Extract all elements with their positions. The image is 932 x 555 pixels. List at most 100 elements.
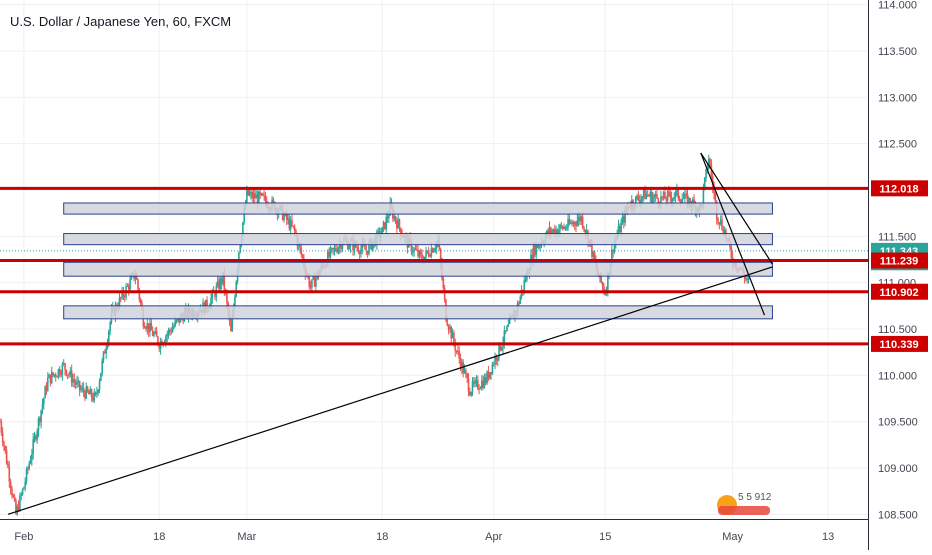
candle-body (435, 242, 438, 249)
candle-body (681, 199, 683, 203)
candle-body (668, 191, 670, 193)
x-tick-label: 15 (599, 531, 611, 543)
candle-body (27, 468, 29, 470)
candle-body (8, 467, 11, 482)
candle-body (661, 196, 664, 199)
candle-body (211, 290, 214, 299)
candle-body (640, 198, 642, 203)
candle-body (709, 159, 711, 165)
candle-body (657, 198, 660, 204)
price-label: 112.018 (879, 183, 918, 195)
candle-body (255, 194, 257, 199)
candle-body (226, 293, 228, 304)
candle-body (688, 198, 690, 206)
candle-body (315, 278, 317, 287)
candle-body (104, 351, 106, 354)
candle-body (665, 199, 668, 201)
candle-body (442, 278, 445, 288)
candle-body (607, 272, 609, 291)
candle-body (411, 251, 414, 253)
candle-body (410, 240, 413, 252)
trendline (700, 152, 773, 265)
logo-watermark: 5 5 912 (717, 492, 772, 515)
y-tick-label: 114.000 (878, 0, 917, 12)
candle-body (689, 198, 691, 205)
candle-body (398, 219, 401, 228)
candle-body (504, 330, 507, 332)
candle-body (559, 224, 561, 231)
candle-body (155, 331, 158, 337)
candle-body (568, 219, 571, 224)
candle-body (135, 275, 138, 280)
price-label-bg (871, 335, 928, 352)
trendline (700, 152, 766, 316)
candle-body (552, 229, 555, 232)
candle-body (368, 243, 370, 255)
candle-body (123, 296, 126, 298)
candle-body (3, 442, 5, 447)
candle-body (138, 289, 141, 300)
candle-body (264, 195, 267, 202)
candle-body (429, 255, 431, 257)
candle-body (454, 343, 457, 351)
candle-body (57, 369, 60, 377)
candle-body (443, 287, 446, 300)
candle-body (583, 226, 585, 230)
candle-body (293, 226, 296, 231)
candle-body (499, 343, 502, 351)
candle-body (0, 421, 1, 423)
candle-body (396, 221, 398, 229)
candle-body (555, 229, 557, 235)
candle-body (593, 251, 596, 261)
candle-body (462, 362, 464, 374)
candle-body (384, 222, 386, 230)
candle-body (74, 382, 77, 385)
candle-body (60, 374, 62, 376)
candle-body (210, 298, 212, 307)
candle-body (327, 251, 329, 266)
candle-body (670, 197, 673, 202)
candle-body (15, 500, 17, 514)
candle-body (498, 343, 500, 358)
candle-body (474, 380, 476, 384)
candle-body (247, 189, 249, 196)
candle-body (366, 250, 369, 255)
candle-body (292, 225, 295, 227)
candle-body (539, 245, 541, 247)
candle-body (32, 439, 34, 455)
candle-body (564, 227, 567, 229)
candle-body (636, 195, 638, 197)
candle-body (439, 249, 442, 264)
candle-body (145, 328, 147, 330)
candle-body (299, 242, 301, 248)
candle-body (85, 386, 88, 399)
candle-body (260, 193, 263, 195)
price-label-bg (871, 283, 928, 300)
candle-body (105, 347, 107, 354)
candle-body (49, 374, 52, 384)
candle-body (381, 227, 384, 235)
candle-body (361, 243, 364, 249)
candle-body (331, 247, 333, 249)
y-tick-label: 111.500 (878, 231, 916, 243)
candle-body (713, 187, 715, 194)
y-tick-label: 113.000 (878, 92, 917, 104)
candle-body (364, 245, 366, 250)
candle-body (153, 333, 155, 336)
candle-body (98, 380, 101, 391)
candle-body (519, 296, 522, 304)
candle-body (96, 392, 98, 395)
candle-body (523, 280, 526, 291)
candle-body (44, 386, 46, 399)
candle-body (569, 222, 572, 224)
candle-body (333, 247, 336, 250)
candle-body (101, 360, 103, 373)
candle-body (723, 230, 726, 235)
y-tick-label: 109.500 (878, 417, 918, 429)
candle-body (239, 245, 242, 253)
candle-body (360, 248, 362, 254)
price-label: 110.902 (879, 287, 918, 299)
candle-body (108, 331, 110, 343)
candle-body (621, 216, 624, 223)
candle-body (1, 432, 4, 443)
